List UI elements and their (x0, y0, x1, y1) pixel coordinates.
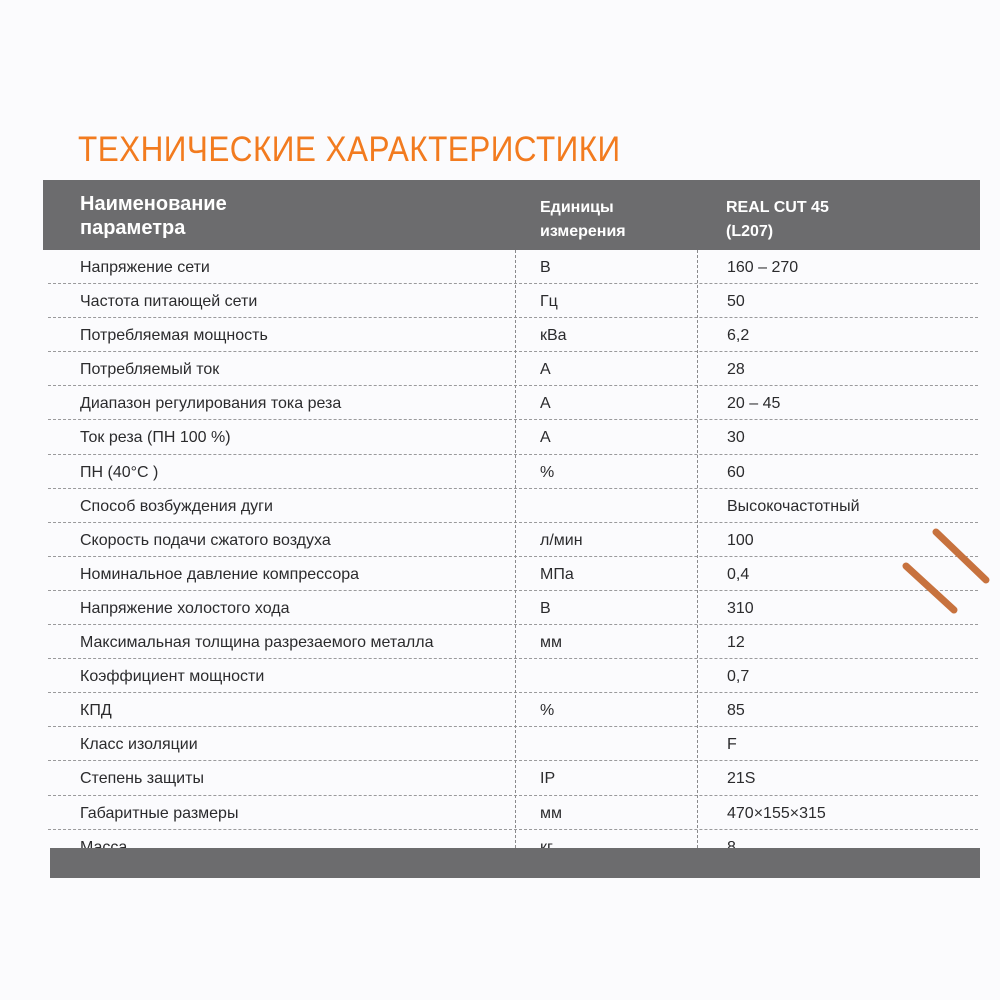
unit-cell: % (540, 463, 555, 481)
value-cell: 60 (727, 463, 745, 481)
value-cell: 30 (727, 429, 745, 447)
value-cell: 12 (727, 634, 745, 652)
value-cell: 50 (727, 293, 745, 311)
param-cell: Частота питающей сети (80, 293, 258, 311)
table-row: ПН (40°C )% 60 (48, 455, 978, 489)
spec-table-body: Напряжение сети В 160 – 270 Частота питающе… (48, 250, 978, 863)
value-cell: 0,7 (727, 668, 750, 686)
table-row: Диапазон регулирования тока реза А 20 – 45 (48, 386, 978, 421)
unit-cell: В (540, 259, 551, 276)
value-cell: 28 (727, 361, 745, 379)
header-model-line2: (L207) (726, 223, 774, 240)
value-cell: Высокочастотный (727, 497, 860, 515)
param-cell: Потребляемая мощность (80, 327, 268, 345)
param-cell: Напряжение холостого хода (80, 599, 290, 617)
header-param-line1: Наименование (80, 193, 227, 215)
value-cell: 160 – 270 (727, 259, 799, 276)
header-param-line2: параметра (80, 217, 186, 239)
table-row: Класс изоляции F (48, 727, 978, 762)
param-cell: Номинальное давление компрессора (80, 565, 360, 583)
table-row: Способ возбуждения дуги Высокочастотный (48, 489, 978, 523)
param-cell: Максимальная толщина разрезаемого металл… (80, 634, 434, 652)
column-divider (515, 250, 516, 878)
param-cell: Потребляемый ток (80, 361, 220, 379)
header-model-line1: REAL CUT 45 (726, 199, 829, 216)
table-header: Наименование параметра Единицы измерения… (43, 180, 980, 250)
unit-cell: л/мин (540, 531, 583, 549)
unit-cell: % (540, 702, 555, 720)
param-cell: Степень защиты (80, 770, 204, 788)
value-cell: 85 (727, 702, 745, 720)
param-cell: ПН (40°C ) (80, 463, 159, 481)
unit-cell: IP (540, 770, 556, 788)
value-cell: 8 (727, 839, 736, 857)
value-cell: 310 (727, 599, 754, 617)
unit-cell: мм (540, 804, 562, 822)
param-cell: Способ возбуждения дуги (80, 497, 273, 515)
unit-cell: мм (540, 634, 562, 652)
param-cell: Ток реза (ПН 100 %) (80, 429, 231, 447)
param-cell: Класс изоляции (80, 736, 198, 754)
table-row: КПД% 85 (48, 693, 978, 728)
header-unit-line1: Единицы (540, 199, 614, 216)
page-title: ТЕХНИЧЕСКИЕ ХАРАКТЕРИСТИКИ (78, 130, 621, 169)
unit-cell: МПа (540, 565, 574, 583)
table-row: Напряжение холостого хода В 310 (48, 591, 978, 626)
unit-cell: А (540, 395, 551, 413)
unit-cell: кВа (540, 327, 567, 345)
header-param: Наименование параметра (80, 192, 227, 240)
table-row: Потребляемая мощность кВа 6,2 (48, 318, 978, 353)
table-footer-band (50, 848, 980, 878)
table-row: Напряжение сети В 160 – 270 (48, 250, 978, 285)
param-cell: Напряжение сети (80, 259, 210, 276)
table-row: Коэффициент мощности 0,7 (48, 659, 978, 694)
table-row: Частота питающей сети Гц 50 (48, 284, 978, 319)
table-row: Ток реза (ПН 100 %) А 30 (48, 420, 978, 455)
header-model: REAL CUT 45 (L207) (726, 196, 829, 244)
unit-cell: А (540, 429, 551, 447)
table-row: Степень защиты IP 21S (48, 761, 978, 796)
param-cell: Скорость подачи сжатого воздуха (80, 531, 331, 549)
table-row: Скорость подачи сжатого воздуха л/мин 100 (48, 523, 978, 557)
value-cell: F (727, 736, 737, 754)
unit-cell: А (540, 361, 551, 379)
param-cell: Диапазон регулирования тока реза (80, 395, 342, 413)
value-cell: 0,4 (727, 565, 750, 583)
unit-cell: Гц (540, 293, 558, 311)
param-cell: КПД (80, 702, 112, 720)
value-cell: 6,2 (727, 327, 750, 345)
header-unit: Единицы измерения (540, 196, 626, 244)
header-unit-line2: измерения (540, 223, 626, 240)
value-cell: 20 – 45 (727, 395, 781, 413)
table-row: Габаритные размеры мм 470×155×315 (48, 796, 978, 830)
table-row: Номинальное давление компрессора МПа 0,4 (48, 557, 978, 591)
column-divider (697, 250, 698, 878)
value-cell: 100 (727, 531, 754, 549)
table-row: Потребляемый ток А 28 (48, 352, 978, 387)
value-cell: 21S (727, 770, 756, 788)
param-cell: Коэффициент мощности (80, 668, 265, 686)
unit-cell: В (540, 599, 551, 617)
value-cell: 470×155×315 (727, 804, 826, 822)
param-cell: Габаритные размеры (80, 804, 239, 822)
table-row: Максимальная толщина разрезаемого металл… (48, 625, 978, 660)
